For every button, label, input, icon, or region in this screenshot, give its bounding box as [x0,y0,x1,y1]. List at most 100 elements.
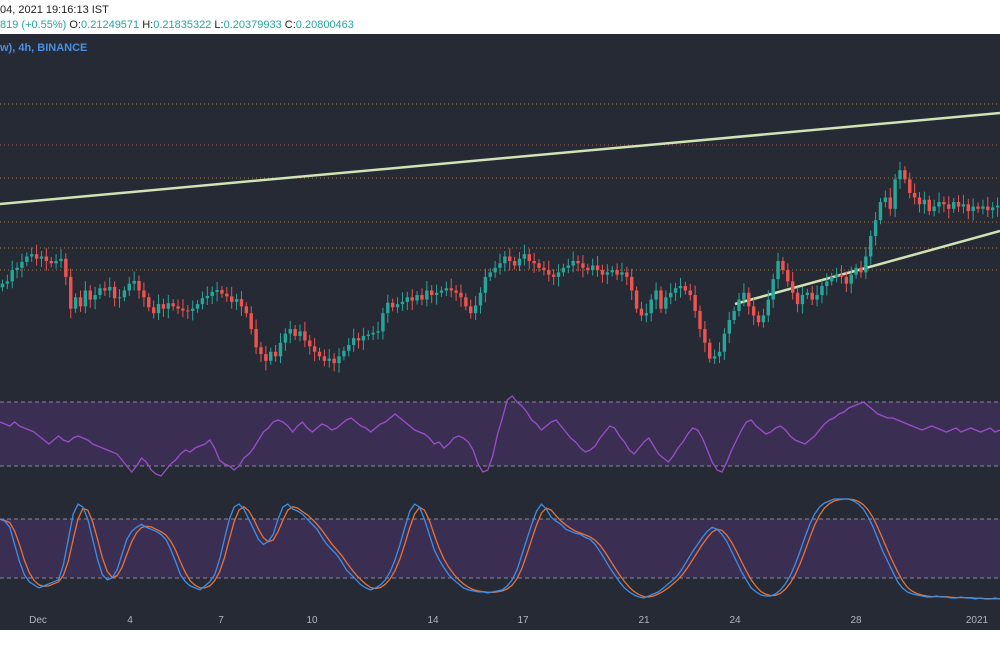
candle-body [366,334,370,336]
candle-body [273,351,278,357]
candle-body [39,256,44,259]
candle-body [20,261,24,268]
candle-body [883,197,888,202]
candle-body [0,283,5,288]
x-tick-label: 10 [306,615,318,626]
candle-body [278,342,283,357]
x-tick-label: 21 [638,615,650,626]
candle-body [425,290,429,300]
candle-body [415,295,419,301]
candle-body [669,292,673,298]
x-tick-label: 17 [517,615,529,626]
candle-body [547,270,551,275]
legend-change: 819 (+0.55%) [0,19,67,31]
candle-body [376,331,380,333]
candle-body [517,258,522,266]
candle-body [927,199,931,212]
candle-body [137,280,141,291]
candle-body [732,310,736,320]
candle-body [166,303,170,309]
chart-area[interactable]: w), 4h, BINANCE Dec 4 7 10 14 17 21 24 28 2021 [0,34,1000,630]
candle-body [400,301,405,305]
candle-body [312,346,317,352]
candle-body [747,292,751,307]
candle-body [839,274,844,277]
candle-body [25,256,29,262]
candle-body [259,347,263,355]
level-lines [0,103,1000,271]
legend-datetime: 04, 2021 19:16:13 IST [0,4,109,16]
candle-body [644,313,649,316]
candle-body [132,280,136,284]
candle-body [854,267,858,275]
candle-body [625,272,629,277]
candle-body [566,265,570,268]
candle-body [800,295,805,305]
candle-body [303,331,307,341]
candle-body [551,274,556,277]
x-tick-label: 4 [127,615,133,626]
candle-body [293,329,297,336]
candle-body [708,342,712,359]
candle-body [10,270,14,282]
legend-close-label: C: [284,19,296,31]
candle-body [712,356,717,359]
candle-body [971,206,975,212]
candle-body [786,270,790,282]
candle-body [751,306,756,316]
candle-body [917,197,922,205]
candle-body [512,261,517,266]
chart-svg[interactable]: Dec 4 7 10 14 17 21 24 28 2021 [0,34,1000,630]
candle-body [483,276,488,293]
candle-body [473,305,478,314]
candle-body [469,306,473,314]
candle-body [878,202,883,221]
legend-header: 04, 2021 19:16:13 IST 819 (+0.55%) O:0.2… [0,0,1000,34]
candle-body [683,285,688,291]
candle-body [444,288,449,291]
candle-body [932,206,936,212]
candle-body [83,290,88,307]
candle-body [337,356,341,364]
candle-body [903,170,907,180]
candle-body [595,265,600,271]
x-axis: Dec 4 7 10 14 17 21 24 28 2021 [29,615,988,626]
candle-body [532,261,536,264]
candle-body [308,340,312,347]
candle-body [761,315,766,323]
candle-body [981,206,985,209]
candle-body [147,297,151,308]
x-tick-label: 2021 [966,615,989,626]
candle-body [371,332,375,335]
candle-body [161,304,166,309]
stoch-band [0,519,1000,578]
candle-body [59,258,63,261]
candle-body [805,292,810,296]
candle-body [439,290,444,293]
candle-body [488,272,492,277]
candle-body [942,202,946,205]
candle-body [634,290,639,309]
candle-body [864,256,868,273]
candle-body [830,276,834,282]
trend-line-upper [0,111,1000,206]
candle-body [244,306,249,314]
candle-body [410,297,414,301]
legend-ohlc: 819 (+0.55%) O:0.21249571 H:0.21835322 L… [0,19,354,31]
candle-body [322,356,327,361]
candle-body [234,299,239,302]
candle-body [342,350,346,357]
candle-body [200,298,205,305]
candle-body [54,261,58,264]
candle-body [44,256,49,261]
candle-body [947,204,951,209]
candle-body [673,288,678,293]
candle-body [766,299,770,316]
candle-body [317,351,322,357]
candle-body [215,290,219,292]
candle-body [405,297,410,302]
candle-body [693,295,697,311]
candle-body [542,267,546,271]
candle-body [69,276,73,309]
candle-body [449,288,453,291]
